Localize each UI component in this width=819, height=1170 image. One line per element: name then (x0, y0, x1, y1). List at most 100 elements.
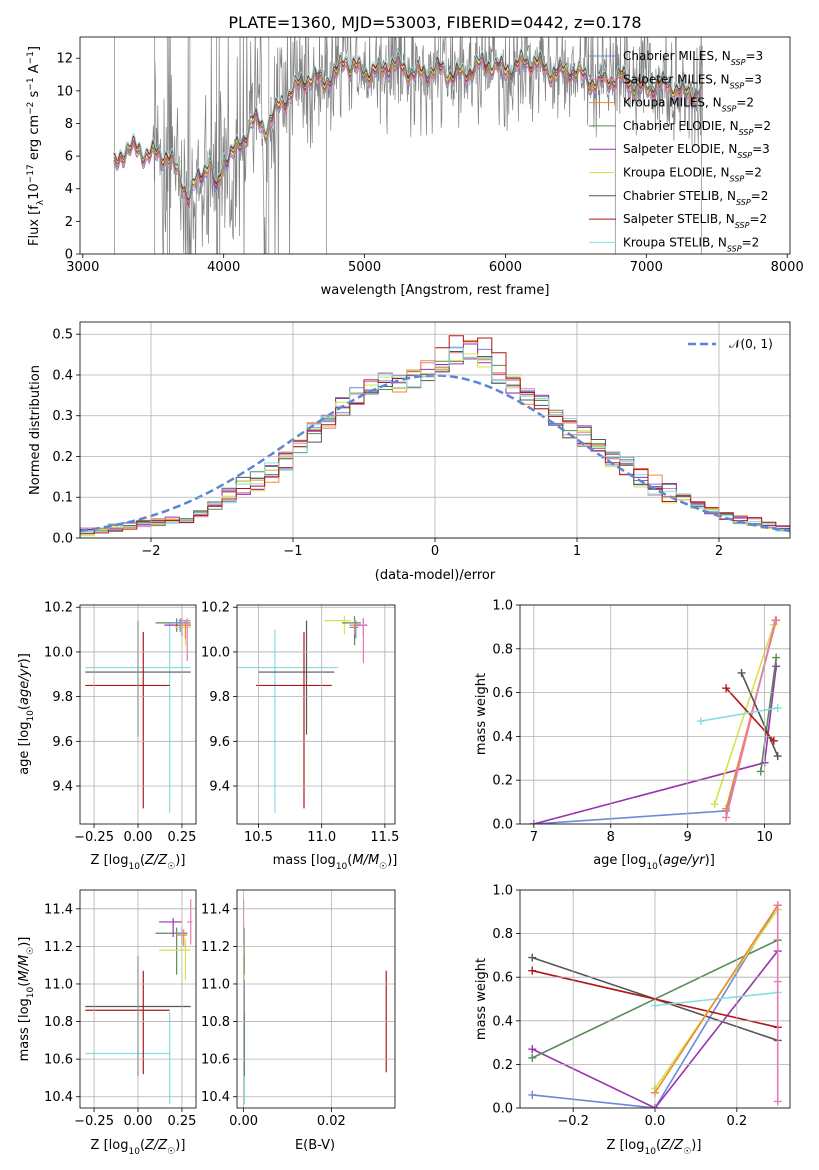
mass-vs-ebv-panel: 0.00 0.02 10.4 10.6 10.8 11.0 11.2 11.4 E(B-V) (201, 889, 396, 1153)
y-tick-label: 9.8 (52, 690, 73, 705)
legend-value: =2 (742, 235, 760, 249)
legend-sub: SSP (730, 81, 745, 90)
x-tick-label: 0.00 (124, 1114, 153, 1129)
legend-value: =2 (736, 96, 754, 110)
axes-frame (236, 889, 396, 1109)
mass-weight-marker (773, 1097, 782, 1106)
mass-weight-line (713, 624, 775, 805)
y-tick-label: 11.2 (44, 940, 73, 955)
y-tick-label: 0.4 (52, 368, 73, 383)
mass-weight-marker (528, 1053, 537, 1062)
legend-sub: SSP (739, 127, 754, 136)
age-vs-Z-panel: −0.25 0.00 0.259.49.69.810.010.2Z [log10(Z… (17, 601, 196, 872)
label-part: ☉ (379, 862, 387, 872)
y-tick-label: 12 (56, 52, 73, 67)
label-part: −17 (26, 164, 36, 183)
label-part: Z/Z (144, 853, 168, 868)
y-tick-label: 1.0 (492, 884, 513, 899)
y-tick-label: 10.8 (44, 1015, 73, 1030)
y-axis-label: Flux [fλ10−17 erg cm−2 s−1 A−1] (26, 46, 46, 246)
legend-entry: Salpeter MILES, NSSP=3 (623, 72, 762, 90)
x-tick-label: −0.25 (74, 830, 114, 845)
x-tick-label: 0.25 (167, 1114, 196, 1129)
legend-sub: SSP (736, 197, 751, 206)
legend-sub: SSP (735, 221, 750, 230)
y-axis-label: mass weight (474, 958, 489, 1040)
x-tick-label: 8000 (771, 260, 804, 275)
y-tick-label: 10.2 (44, 601, 73, 616)
label-part: ( (140, 853, 145, 868)
mass-weight-line (533, 666, 777, 824)
label-part: )] (691, 1138, 701, 1153)
label-part: ☉ (167, 1147, 175, 1157)
x-axis-label: Z [log10(Z/Z☉)] (607, 1138, 702, 1157)
legend-sub: SSP (722, 104, 737, 113)
label-part: 10 (646, 862, 658, 872)
mass-weight-marker (772, 653, 781, 662)
label-part: ☉ (167, 862, 175, 872)
mass-weight-line (654, 904, 779, 1094)
y-tick-label: 2 (65, 215, 73, 230)
legend-name: Chabrier MILES, N (623, 49, 731, 63)
label-part: ( (140, 1138, 145, 1153)
y-tick-label: 0.5 (52, 328, 73, 343)
x-tick-label: 0.02 (317, 1114, 346, 1129)
plot-area (242, 899, 387, 1105)
mass-weight-line (725, 687, 775, 742)
x-axis-label: age [log10(age/yr)] (593, 853, 715, 872)
x-tick-label: 0 (431, 544, 439, 559)
mass-weight-line (740, 672, 779, 757)
label-part: 10 (128, 862, 140, 872)
y-axis-label: Normed distribution (28, 365, 43, 495)
legend-name: Salpeter STELIB, N (623, 212, 735, 226)
y-axis-label: age [log10(age/yr)] (17, 653, 36, 775)
mass-weight-marker (710, 800, 719, 809)
spectrum-panel: 3000 4000 5000 6000 7000 8000 0 2 4 6 8 10 12 Chabrie… (26, 36, 804, 298)
label-part: 10 (644, 1147, 656, 1157)
axes-frame (236, 604, 396, 825)
legend-value: =2 (749, 212, 767, 226)
y-tick-label: 10.8 (201, 1015, 230, 1030)
label-part: )] (175, 853, 185, 868)
x-tick-label: 10 (756, 830, 773, 845)
y-tick-label: 10.4 (44, 1090, 73, 1105)
label-part: ( (658, 853, 663, 868)
x-axis-label: wavelength [Angstrom, rest frame] (321, 283, 550, 298)
x-tick-label: 1 (573, 544, 581, 559)
legend-entry: Salpeter STELIB, NSSP=2 (623, 212, 767, 230)
mass-weight-marker (528, 953, 537, 962)
x-tick-label: 3000 (66, 260, 99, 275)
legend-sub: SSP (727, 244, 742, 253)
label-part: )] (17, 937, 32, 947)
mass-weight-vs-Z-panel: −0.2 0.0 0.2 0.0 0.2 0.4 0.6 0.8 1.0 Z [log10(Z/Z… (474, 884, 791, 1157)
y-tick-label: 6 (65, 150, 73, 165)
x-tick-label: 11.0 (307, 830, 336, 845)
label-part: ( (347, 853, 352, 868)
legend-sub: SSP (730, 174, 745, 183)
label-part: age [log (593, 853, 646, 868)
y-tick-label: 1.0 (492, 599, 513, 614)
label-part: ☉ (26, 947, 36, 955)
label-part: 10 (26, 710, 36, 722)
label-part: )] (17, 653, 32, 663)
residuals-panel: −2 −1 0 1 2 0.0 0.1 0.2 0.3 0.4 0.5 𝒩(0, 1) (data-mo… (28, 321, 791, 583)
x-tick-label: 0.0 (645, 1114, 666, 1129)
x-tick-label: 11.5 (370, 830, 399, 845)
y-tick-label: 0 (65, 248, 73, 263)
x-tick-label: −0.2 (557, 1114, 589, 1129)
legend-entry: Chabrier ELODIE, NSSP=2 (623, 119, 771, 137)
y-tick-label: 9.6 (52, 735, 73, 750)
y-tick-label: 0.2 (52, 450, 73, 465)
y-tick-label: 0.2 (492, 1058, 513, 1073)
axes-frame (79, 36, 791, 255)
x-tick-label: 4000 (207, 260, 240, 275)
x-axis-label: Z [log10(Z/Z☉)] (91, 1138, 186, 1157)
mass-weight-marker (773, 901, 782, 910)
y-tick-label: 10.0 (44, 645, 73, 660)
label-part: )] (705, 853, 715, 868)
y-tick-label: 8 (65, 117, 73, 132)
label-part: Z [log (607, 1138, 645, 1153)
label-part: ( (17, 982, 32, 987)
